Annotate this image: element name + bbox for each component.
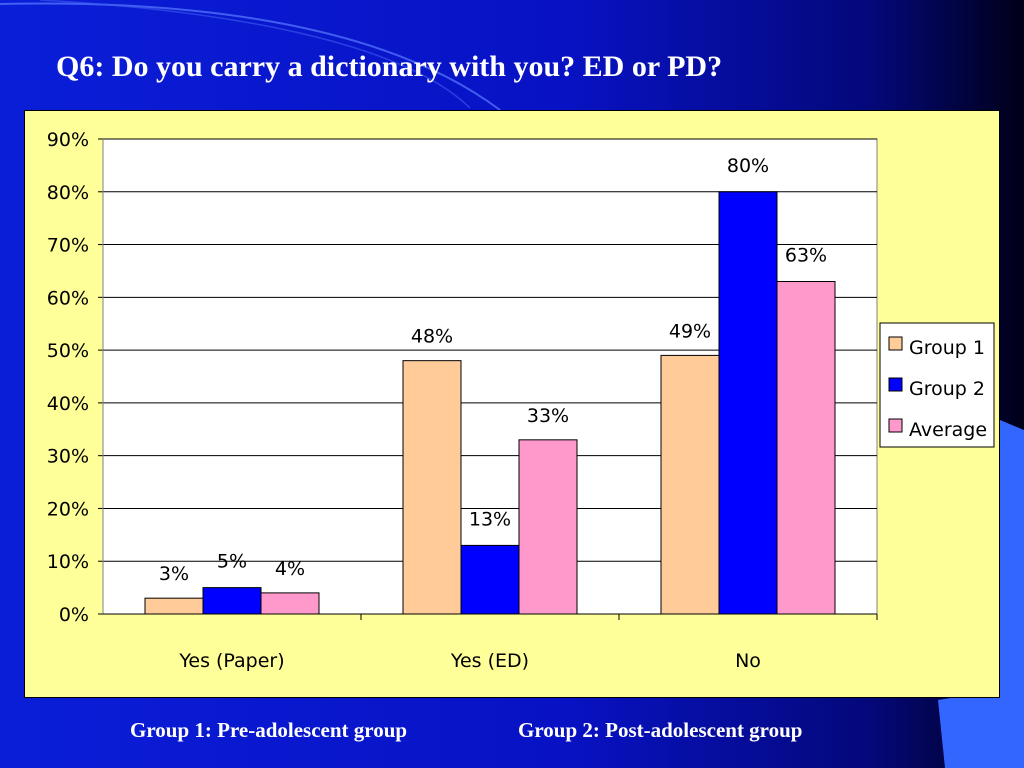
bar-average — [260, 592, 320, 615]
data-label: 48% — [411, 326, 453, 348]
data-label: 3% — [159, 563, 189, 585]
category-label: No — [735, 650, 761, 672]
category-label: Yes (ED) — [450, 650, 529, 672]
y-tick-label: 80% — [47, 182, 89, 204]
y-tick-label: 10% — [47, 551, 89, 573]
bar-group-2 — [460, 544, 520, 615]
legend-label: Average — [909, 419, 987, 441]
bar-group-1 — [402, 360, 462, 615]
bar-average — [518, 439, 578, 615]
category-label: Yes (Paper) — [178, 650, 284, 672]
data-label: 49% — [669, 320, 711, 342]
y-tick-label: 40% — [47, 393, 89, 415]
y-tick-label: 30% — [47, 446, 89, 468]
data-label: 33% — [527, 405, 569, 427]
legend-swatch — [888, 336, 903, 351]
data-label: 4% — [275, 558, 305, 580]
y-tick-label: 50% — [47, 340, 89, 362]
chart-area: 0% 10% 20% 30% 40% 50% 60% 70% 80% 90% 3% 5% 4% Yes (… — [24, 110, 1000, 698]
bar-average — [776, 281, 836, 615]
data-label: 13% — [469, 508, 511, 530]
data-label: 80% — [727, 155, 769, 177]
legend-label: Group 1 — [909, 337, 985, 359]
legend-swatch — [888, 377, 903, 392]
bar-group-1 — [144, 597, 204, 615]
bar-chart: 0% 10% 20% 30% 40% 50% 60% 70% 80% 90% 3% 5% 4% Yes (… — [47, 129, 995, 672]
legend-swatch — [888, 418, 903, 433]
footnote-group2: Group 2: Post-adolescent group — [518, 718, 803, 742]
y-tick-label: 0% — [59, 604, 89, 626]
y-tick-label: 20% — [47, 498, 89, 520]
legend-label: Group 2 — [909, 378, 985, 400]
y-tick-label: 90% — [47, 129, 89, 151]
slide-title: Q6: Do you carry a dictionary with you? … — [56, 50, 723, 83]
data-label: 63% — [785, 245, 827, 267]
bar-group-2 — [202, 587, 262, 615]
bar-group-2 — [718, 191, 778, 615]
data-label: 5% — [217, 551, 247, 573]
footnote-group1: Group 1: Pre-adolescent group — [130, 718, 408, 742]
y-tick-label: 60% — [47, 287, 89, 309]
bar-group-1 — [660, 354, 720, 615]
y-tick-label: 70% — [47, 235, 89, 257]
